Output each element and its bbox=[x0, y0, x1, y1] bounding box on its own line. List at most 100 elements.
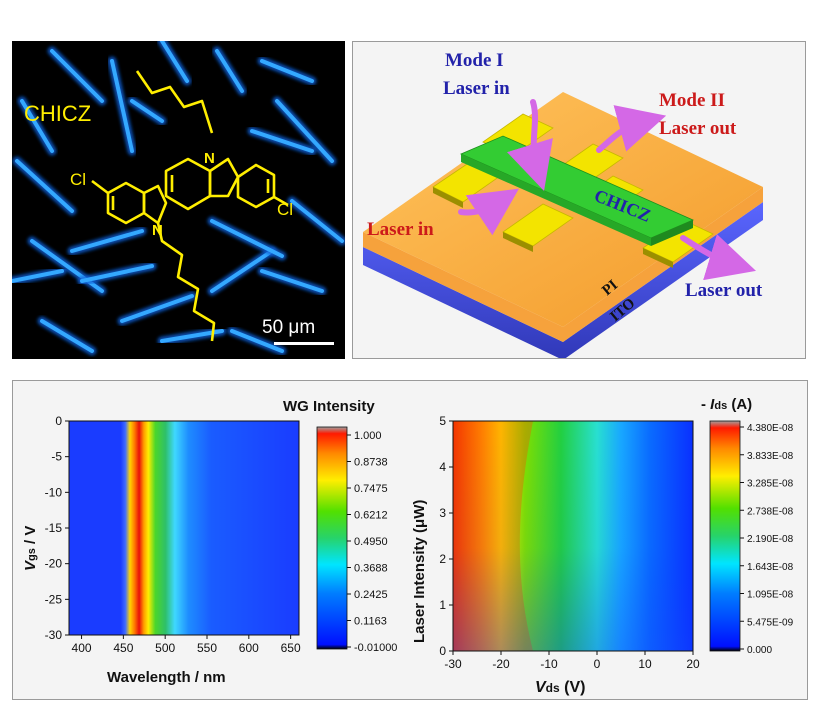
colorbar-tick-label: 0.2425 bbox=[354, 589, 388, 601]
y-tick-label: -15 bbox=[45, 521, 63, 535]
y-tick-label: 3 bbox=[439, 506, 446, 520]
crystal-rod-core bbox=[275, 99, 334, 163]
mode-one-title: Mode I bbox=[445, 50, 504, 71]
crystal-rod-core bbox=[80, 264, 154, 283]
wg-colorbar bbox=[316, 426, 348, 650]
laser-out-label: Laser out bbox=[685, 280, 763, 301]
wg-intensity-heatmap bbox=[68, 420, 300, 636]
crystal-rod-core bbox=[40, 319, 94, 353]
x-tick-label: 0 bbox=[594, 657, 601, 671]
x-tick-label: -30 bbox=[444, 657, 462, 671]
ids-title: - Ids (A) bbox=[701, 396, 752, 413]
colorbar-tick-label: 0.7475 bbox=[354, 483, 388, 495]
crystal-rod-core bbox=[110, 59, 134, 153]
colorbar-tick-label: 1.000 bbox=[354, 430, 382, 442]
wg-colorbar-ticks: 1.000 0.8738 0.7475 0.6212 0.4950 0.3688 0.242… bbox=[347, 430, 397, 654]
crystal-rod-core bbox=[70, 229, 144, 253]
y-tick-label: -25 bbox=[45, 592, 63, 606]
colorbar-tick-label: 1.095E-08 bbox=[747, 590, 794, 601]
crystal-rod-core bbox=[250, 129, 314, 153]
crystal-rod-core bbox=[10, 269, 64, 283]
crystal-rod-core bbox=[260, 269, 324, 293]
scale-bar-label: 50 μm bbox=[262, 317, 315, 338]
crystal-rod-core bbox=[230, 329, 284, 353]
x-tick-label: -20 bbox=[492, 657, 510, 671]
colorbar-tick-label: 4.380E-08 bbox=[747, 423, 794, 434]
crystal-rod-core bbox=[160, 39, 189, 83]
x-tick-label: 550 bbox=[197, 641, 217, 655]
mode-one-laser-in-label: Laser in bbox=[443, 78, 510, 99]
crystal-rod-core bbox=[50, 49, 104, 103]
colorbar-tick-label: 5.475E-09 bbox=[747, 617, 794, 628]
chlorine-left-label: Cl bbox=[70, 170, 86, 189]
colorbar-tick-label: 0.8738 bbox=[354, 457, 388, 469]
crystal-rod-core bbox=[20, 99, 54, 153]
colorbar-tick-label: 2.738E-08 bbox=[747, 506, 794, 517]
y-tick-label: -5 bbox=[51, 450, 62, 464]
chlorine-right-label: Cl bbox=[277, 200, 293, 219]
y-tick-label: -20 bbox=[45, 557, 63, 571]
crystal-rod-core bbox=[290, 199, 344, 243]
nitrogen-bottom-label: N bbox=[152, 222, 163, 239]
y-tick-label: -10 bbox=[45, 485, 63, 499]
micrograph-image: CHICZ Cl Cl N N 50 μm bbox=[7, 36, 347, 356]
colorbar-tick-label: -0.01000 bbox=[354, 642, 397, 654]
x-tick-label: 10 bbox=[638, 657, 652, 671]
crystal-rod-core bbox=[210, 219, 284, 258]
colorbar-tick-label: 0.3688 bbox=[354, 563, 388, 575]
x-tick-label: 600 bbox=[239, 641, 259, 655]
colorbar-tick-label: 0.6212 bbox=[354, 510, 388, 522]
device-schematic-panel: Mode I Laser in Mode II Laser out Laser … bbox=[352, 41, 806, 360]
heatmaps-figure: WG Intensity 400 450 5 0 0 550 600 650 0 -5 -10 -1… bbox=[22, 396, 794, 696]
crystal-rod-core bbox=[215, 49, 244, 93]
chicz-molecule-structure bbox=[91, 70, 289, 342]
colorbar-tick-label: 0.1163 bbox=[354, 616, 387, 628]
ids-y-axis-label: Laser Intensity (μW) bbox=[411, 500, 428, 643]
y-tick-label: 4 bbox=[439, 460, 446, 474]
crystal-rods bbox=[7, 36, 347, 356]
wg-intensity-chart: WG Intensity 400 450 500 550 600 650 0 -5 -10 -1… bbox=[22, 398, 397, 686]
ids-colorbar-ticks: 4.380E-08 3.833E-08 3.285E-08 2.738E-08 2.19… bbox=[740, 423, 794, 656]
scale-bar bbox=[274, 342, 334, 345]
y-tick-label: 1 bbox=[439, 598, 446, 612]
nitrogen-top-label: N bbox=[204, 150, 215, 167]
crystal-rod-core bbox=[260, 59, 314, 83]
y-tick-label: 5 bbox=[439, 414, 446, 428]
wg-x-axis-label: Wavelength / nm bbox=[107, 669, 226, 686]
device-diagram: Mode I Laser in Mode II Laser out Laser … bbox=[363, 50, 763, 360]
wg-y-ticks: 0 -5 -10 -15 -20 -25 -30 bbox=[45, 414, 69, 642]
heatmaps-panel: WG Intensity 400 450 5 0 0 550 600 650 0 -5 -10 -1… bbox=[12, 380, 808, 700]
x-tick-label: 20 bbox=[686, 657, 700, 671]
ids-x-axis-label: Vds (V) bbox=[535, 679, 585, 696]
y-tick-label: -30 bbox=[45, 628, 63, 642]
crystal-rod-core bbox=[15, 159, 74, 213]
x-tick-label: 650 bbox=[281, 641, 301, 655]
ids-colorbar bbox=[709, 420, 741, 652]
y-tick-label: 0 bbox=[55, 414, 62, 428]
colorbar-tick-label: 3.833E-08 bbox=[747, 451, 794, 462]
colorbar-tick-label: 2.190E-08 bbox=[747, 534, 794, 545]
laser-arrows bbox=[458, 99, 756, 281]
crystal-rod-core bbox=[120, 294, 194, 323]
x-tick-label: 450 bbox=[113, 641, 133, 655]
crystal-rod-core bbox=[210, 249, 274, 293]
laser-in-label: Laser in bbox=[367, 219, 434, 240]
wg-intensity-title: WG Intensity bbox=[283, 398, 375, 415]
colorbar-tick-label: 1.643E-08 bbox=[747, 562, 794, 573]
crystal-rod-core bbox=[130, 99, 164, 123]
compound-label: CHICZ bbox=[24, 101, 91, 126]
micrograph-panel: CHICZ Cl Cl N N 50 μm bbox=[7, 36, 347, 359]
y-tick-label: 2 bbox=[439, 552, 446, 566]
x-tick-label: 400 bbox=[72, 641, 92, 655]
mode-two-laser-out-label: Laser out bbox=[659, 118, 737, 139]
x-tick-label: -10 bbox=[540, 657, 558, 671]
ids-x-ticks: -30 -20 -10 0 10 20 bbox=[444, 651, 700, 671]
colorbar-tick-label: 0.000 bbox=[747, 645, 772, 656]
colorbar-tick-label: 3.285E-08 bbox=[747, 479, 794, 490]
wg-y-axis-label: Vgs / V bbox=[22, 526, 39, 571]
wg-x-ticks: 400 450 500 550 600 650 bbox=[72, 635, 301, 655]
ids-y-ticks: 0 1 2 3 4 5 bbox=[439, 414, 453, 658]
mode-two-title: Mode II bbox=[659, 90, 725, 111]
y-tick-label: 0 bbox=[439, 644, 446, 658]
